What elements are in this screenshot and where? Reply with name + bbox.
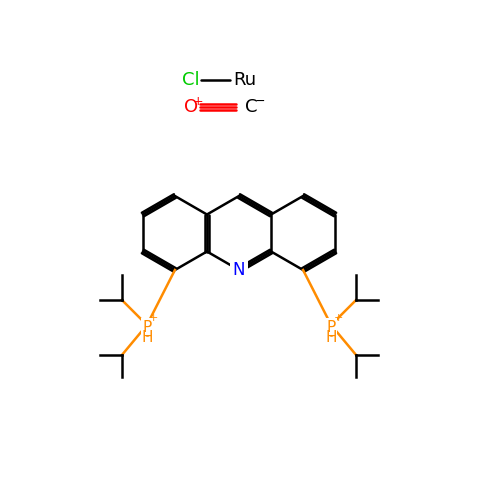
Text: +: + — [333, 313, 343, 323]
Text: P: P — [327, 319, 336, 334]
Text: N: N — [233, 261, 245, 279]
Text: Cl: Cl — [182, 71, 200, 89]
Text: +: + — [149, 313, 159, 323]
Text: P: P — [142, 319, 151, 334]
Text: Ru: Ru — [233, 71, 257, 89]
Text: −: − — [255, 94, 265, 107]
Text: H: H — [325, 331, 337, 345]
Text: C: C — [245, 98, 257, 116]
Text: +: + — [193, 94, 203, 107]
Text: N: N — [233, 261, 245, 279]
Text: H: H — [141, 331, 153, 345]
Text: O: O — [184, 98, 198, 116]
